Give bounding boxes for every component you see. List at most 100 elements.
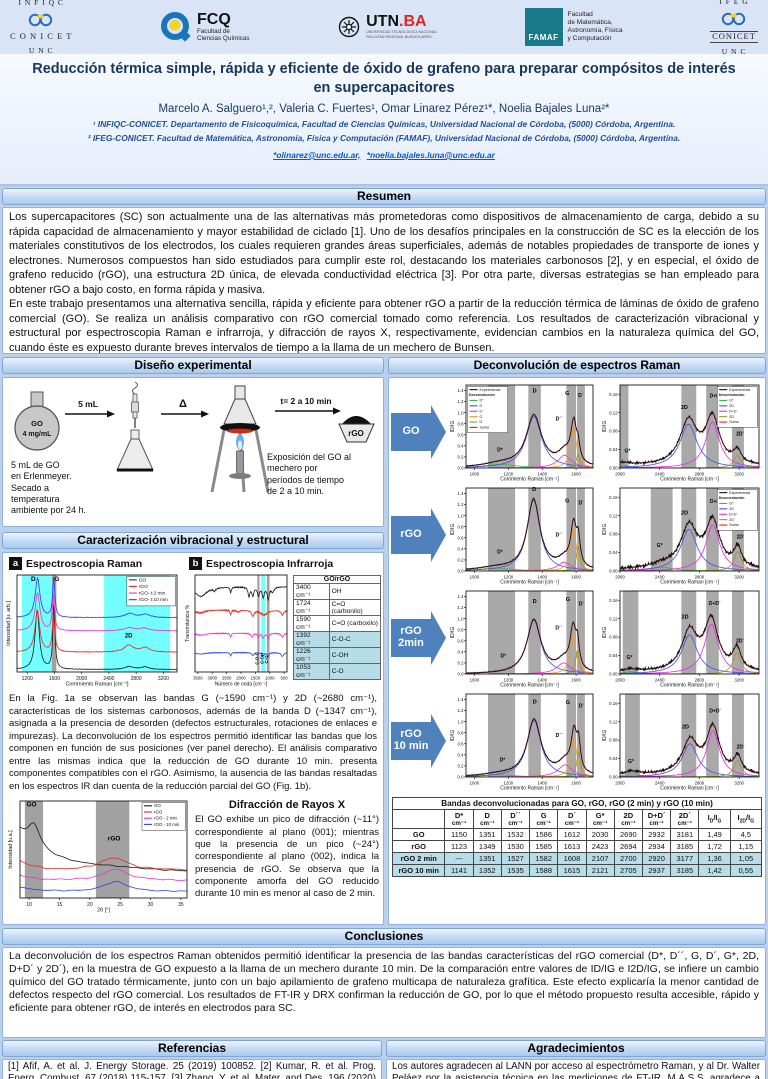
right-column: Deconvolución de espectros Raman GO 1000… <box>388 357 766 925</box>
svg-text:2000: 2000 <box>76 676 87 682</box>
ir-table-cell: 1392 cm⁻¹ <box>293 631 330 648</box>
svg-text:D: D <box>480 404 483 408</box>
svg-text:Corrimiento Raman [cm⁻¹]: Corrimiento Raman [cm⁻¹] <box>500 786 559 792</box>
bands-table-cell: 3177 <box>670 852 700 865</box>
svg-text:GO: GO <box>31 419 43 428</box>
svg-text:15: 15 <box>57 902 63 908</box>
svg-text:2400: 2400 <box>655 471 665 476</box>
svg-text:1400: 1400 <box>537 780 547 785</box>
svg-text:2D: 2D <box>729 507 734 511</box>
bands-table-cell: 1527 <box>500 852 531 865</box>
svg-text:0.04: 0.04 <box>609 653 618 658</box>
svg-text:1200: 1200 <box>504 677 514 682</box>
bands-table-cell: 2690 <box>613 828 643 841</box>
svg-text:1000: 1000 <box>470 471 480 476</box>
utn-sub2: FACULTAD REGIONAL BUENOS AIRES <box>366 35 432 39</box>
bands-table-col-header: D´´ cm⁻¹ <box>500 809 531 829</box>
bands-table-cell: 1352 <box>472 864 502 877</box>
email-link-2[interactable]: *noelia.bajales.luna@unc.edu.ar <box>366 149 495 160</box>
svg-text:ID/IG: ID/IG <box>602 524 608 536</box>
svg-text:ID/IG: ID/IG <box>450 421 456 433</box>
bands-table-cell: 1613 <box>557 840 587 853</box>
svg-text:2000: 2000 <box>615 471 625 476</box>
svg-text:D´´: D´´ <box>556 733 563 739</box>
svg-text:0.6: 0.6 <box>458 741 465 746</box>
logo-fcq: FCQ Facultad de Ciencias Químicas <box>160 11 250 43</box>
svg-text:1400: 1400 <box>537 471 547 476</box>
ir-table-cell: C-O-C <box>328 631 382 648</box>
decon-row-go: GO 1000 1200 1400 1600 0.0 0.2 0.4 0.6 0.8 1.0 1.2… <box>391 380 763 483</box>
svg-text:Corrimiento Raman [cm⁻¹]: Corrimiento Raman [cm⁻¹] <box>65 682 129 688</box>
section-header-agradecimientos: Agradecimientos <box>386 1040 766 1057</box>
svg-text:4 mg/mL: 4 mg/mL <box>23 431 53 438</box>
svg-text:D´´: D´´ <box>480 409 485 413</box>
svg-text:0.16: 0.16 <box>609 495 618 500</box>
unc-label: U N C <box>28 45 54 55</box>
fcq-line2: Ciencias Químicas <box>197 35 250 42</box>
svg-text:GO: GO <box>139 577 147 583</box>
svg-text:0.08: 0.08 <box>609 635 618 640</box>
svg-text:0.00: 0.00 <box>609 775 618 780</box>
decon-chart-rgo2-first-order: 1000 1200 1400 1600 0.0 0.2 0.4 0.6 0.8 1.0 1.2 1.4… <box>449 587 597 689</box>
decon-row-rgo2: rGO 2min 1000 1200 1400 1600 0.0 0.2 0.4 0.6 0.8… <box>391 586 763 689</box>
svg-text:rGO: rGO <box>108 836 121 843</box>
bands-table-row-label: rGO 2 min <box>391 852 446 865</box>
svg-text:rGO: rGO <box>139 584 148 590</box>
ifeg-conicet-label: CONICET <box>710 31 758 43</box>
fcq-icon <box>161 12 191 42</box>
svg-text:0.00: 0.00 <box>609 466 618 471</box>
svg-text:G*: G* <box>628 759 634 765</box>
svg-text:2D: 2D <box>682 615 689 621</box>
svg-text:D´: D´ <box>578 393 584 399</box>
bands-table-cell: 1351 <box>472 852 502 865</box>
famaf-text: Facultad de Matemática, Astronomía, Físi… <box>567 10 623 43</box>
panel-b-tag: b <box>189 557 202 570</box>
svg-text:D´: D´ <box>480 420 484 424</box>
resumen-paragraph-2: En este trabajo presentamos una alternat… <box>9 298 759 354</box>
xrd-text: El GO exhibe un pico de difracción (~11°… <box>195 814 379 900</box>
svg-text:ID/IG: ID/IG <box>450 524 456 536</box>
svg-text:5 mL: 5 mL <box>78 399 98 409</box>
section-header-conclusiones: Conclusiones <box>2 928 766 945</box>
svg-text:1200: 1200 <box>504 471 514 476</box>
email-link-1[interactable]: *olinarez@unc.edu.ar, <box>273 149 361 160</box>
decon-chart-go-second-order: 2000 2400 2800 3200 0.00 0.04 0.08 0.12 0.16 Corr… <box>601 381 763 483</box>
xrd-section: 10 15 20 25 30 35 2θ [°] Intensidad [u.a.] GO rGO… <box>3 795 383 915</box>
bands-table-col-header: 2D´ cm⁻¹ <box>670 809 700 829</box>
panel-a-title: Espectroscopia Raman <box>26 557 143 570</box>
svg-text:1.0: 1.0 <box>458 719 465 724</box>
ir-spectra-chart: 3500 3000 2500 2000 1500 1000 500 Número de ond… <box>185 571 291 688</box>
utn-abbr: UTN.BA <box>366 13 427 31</box>
decon-chart-rgo-second-order: 2000 2400 2800 3200 0.00 0.04 0.08 0.12 0.16 Corr… <box>601 484 763 586</box>
svg-text:0.12: 0.12 <box>609 513 618 518</box>
svg-text:0.12: 0.12 <box>609 616 618 621</box>
famaf-square: FAMAF <box>524 8 563 46</box>
svg-text:G: G <box>54 576 59 583</box>
bands-table-cell: 3185 <box>670 864 700 877</box>
logo-famaf: FAMAF Facultad de Matemática, Astronomía… <box>524 8 623 46</box>
svg-text:D*: D* <box>497 549 503 555</box>
bands-table-cell: 1,15 <box>729 840 763 853</box>
conicet-infinity-icon <box>29 14 53 27</box>
deconvolved-bands-table: Bandas deconvolucionadas para GO, rGO, r… <box>391 797 763 877</box>
svg-text:Deconvolución: Deconvolución <box>469 393 495 397</box>
svg-text:C-OH: C-OH <box>259 653 264 664</box>
svg-text:2D: 2D <box>125 633 133 639</box>
svg-text:D*: D* <box>500 758 506 764</box>
svg-text:G*: G* <box>625 448 631 454</box>
svg-text:2D: 2D <box>681 405 688 411</box>
caption-exposure: Exposición del GO al mechero por período… <box>267 452 352 496</box>
svg-text:2800: 2800 <box>695 471 705 476</box>
rgo-dish-icon: rGO <box>338 416 375 443</box>
experimental-diagram: GO 4 mg/mL 5 mL <box>14 381 375 493</box>
decon-chart-go-first-order: 1000 1200 1400 1600 0.0 0.2 0.4 0.6 0.8 1.0 1.2 1.4… <box>449 381 597 483</box>
arrow-1-icon: 5 mL <box>65 399 115 418</box>
svg-text:D*: D* <box>500 653 506 659</box>
svg-text:rGO: rGO <box>154 810 163 815</box>
bands-table-cell: 1,49 <box>698 828 731 841</box>
svg-text:GO: GO <box>154 803 161 808</box>
svg-text:1200: 1200 <box>504 780 514 785</box>
ir-table-row: 1590 cm⁻¹ C=O (carboxilo) <box>293 615 382 632</box>
svg-text:2D´: 2D´ <box>736 639 744 645</box>
bunsen-setup-icon <box>210 385 270 493</box>
